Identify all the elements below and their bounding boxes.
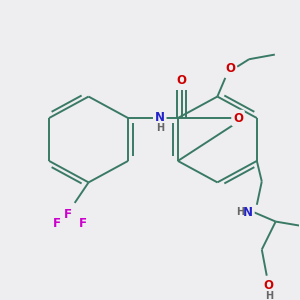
Text: H: H: [236, 207, 244, 217]
Text: O: O: [264, 278, 274, 292]
Text: N: N: [155, 111, 165, 124]
Text: H: H: [156, 123, 164, 133]
Text: O: O: [176, 74, 187, 87]
Text: N: N: [243, 206, 253, 219]
Text: O: O: [225, 62, 235, 75]
Text: F: F: [53, 217, 61, 230]
Text: H: H: [265, 291, 273, 300]
Text: F: F: [79, 217, 87, 230]
Text: O: O: [233, 112, 243, 124]
Text: F: F: [64, 208, 72, 220]
